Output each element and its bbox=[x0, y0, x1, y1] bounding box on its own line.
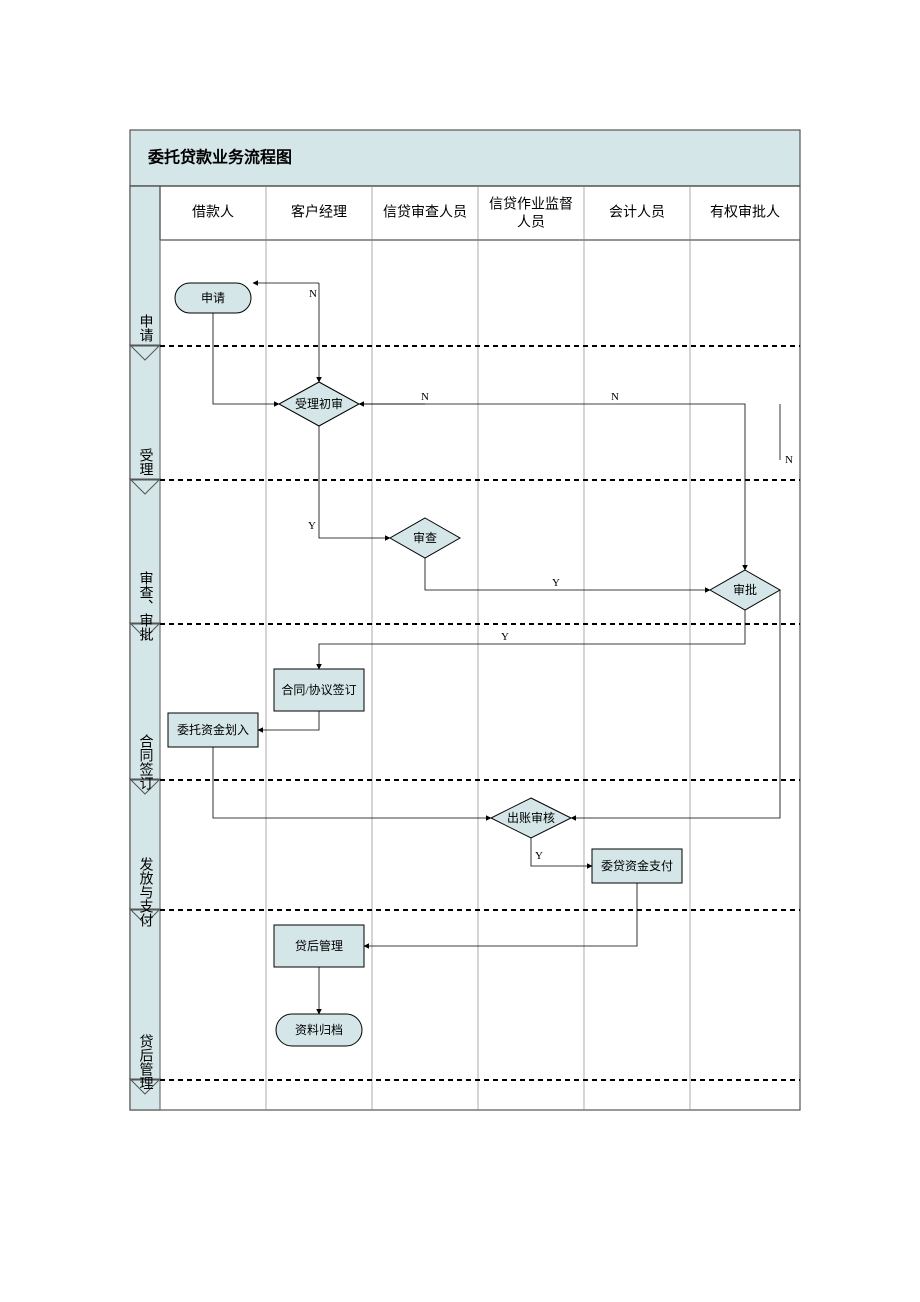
phase-label: 合同签订 bbox=[138, 734, 154, 790]
node-fundsin: 委托资金划入 bbox=[168, 713, 258, 747]
edge-label: Y bbox=[308, 520, 316, 532]
phase-label: 受理 bbox=[138, 448, 154, 476]
edge-label: Y bbox=[535, 850, 543, 862]
edge-label: N bbox=[309, 288, 317, 300]
phase-label: 贷后管理 bbox=[138, 1034, 154, 1090]
node-label: 申请 bbox=[201, 291, 225, 305]
node-label: 审查 bbox=[413, 530, 437, 545]
phase-label: 申请 bbox=[138, 314, 154, 342]
edge-label: Y bbox=[501, 631, 509, 643]
edge-label: N bbox=[785, 454, 793, 466]
edge-label: N bbox=[421, 391, 429, 403]
node-label: 受理初审 bbox=[295, 396, 343, 411]
flow-edge bbox=[615, 404, 745, 570]
flow-edge bbox=[319, 426, 390, 538]
node-contract: 合同/协议签订 bbox=[274, 669, 364, 711]
node-disburse: 出账审核 bbox=[491, 798, 571, 838]
phases-layer: 申请受理审查、审批合同签订发放与支付贷后管理 bbox=[130, 314, 800, 1094]
frame-layer: 委托贷款业务流程图 bbox=[130, 130, 800, 1110]
phase-label: 审查、审批 bbox=[138, 571, 154, 642]
diagram-title: 委托贷款业务流程图 bbox=[147, 148, 292, 167]
node-approve: 审批 bbox=[710, 570, 780, 610]
lane-header: 有权审批人 bbox=[710, 205, 780, 221]
node-label: 合同/协议签订 bbox=[281, 682, 356, 697]
edge-label: Y bbox=[552, 577, 560, 589]
phase-label: 发放与支付 bbox=[138, 857, 154, 928]
node-label: 审批 bbox=[733, 582, 757, 597]
lanes-layer: 借款人 客户经理 信贷审查人员 信贷作业监督人员 会计人员 有权审批人 bbox=[160, 186, 780, 1110]
flow-edge bbox=[425, 558, 710, 590]
edge-label: N bbox=[611, 391, 619, 403]
lane-header: 客户经理 bbox=[291, 204, 347, 221]
node-review: 审查 bbox=[390, 518, 460, 558]
lane-header: 人员 bbox=[517, 215, 545, 231]
nodes-layer: 申请受理初审审查审批合同/协议签订委托资金划入出账审核委贷资金支付贷后管理资料归… bbox=[168, 283, 780, 1046]
lane-header: 信贷审查人员 bbox=[383, 205, 467, 221]
node-post: 贷后管理 bbox=[274, 925, 364, 967]
node-label: 委贷资金支付 bbox=[601, 858, 673, 873]
node-label: 贷后管理 bbox=[295, 938, 343, 953]
lane-header: 借款人 bbox=[192, 205, 234, 221]
flow-edge bbox=[364, 883, 637, 946]
flow-edge bbox=[319, 610, 745, 669]
node-label: 委托资金划入 bbox=[177, 722, 249, 737]
node-pay: 委贷资金支付 bbox=[592, 849, 682, 883]
flow-edge bbox=[258, 711, 319, 730]
lane-header: 信贷作业监督 bbox=[489, 197, 573, 213]
node-prelim: 受理初审 bbox=[279, 382, 359, 426]
lane-header: 会计人员 bbox=[609, 205, 665, 221]
node-apply: 申请 bbox=[175, 283, 251, 313]
flowchart-swimlane: 委托贷款业务流程图 借款人 客户经理 信贷审查人员 信贷作业监督人员 会计人员 有权审批人… bbox=[0, 0, 920, 1302]
flow-edge bbox=[213, 313, 279, 404]
node-label: 资料归档 bbox=[295, 1023, 343, 1037]
node-archive: 资料归档 bbox=[276, 1014, 362, 1046]
node-label: 出账审核 bbox=[507, 810, 555, 825]
flow-edge bbox=[213, 747, 491, 818]
